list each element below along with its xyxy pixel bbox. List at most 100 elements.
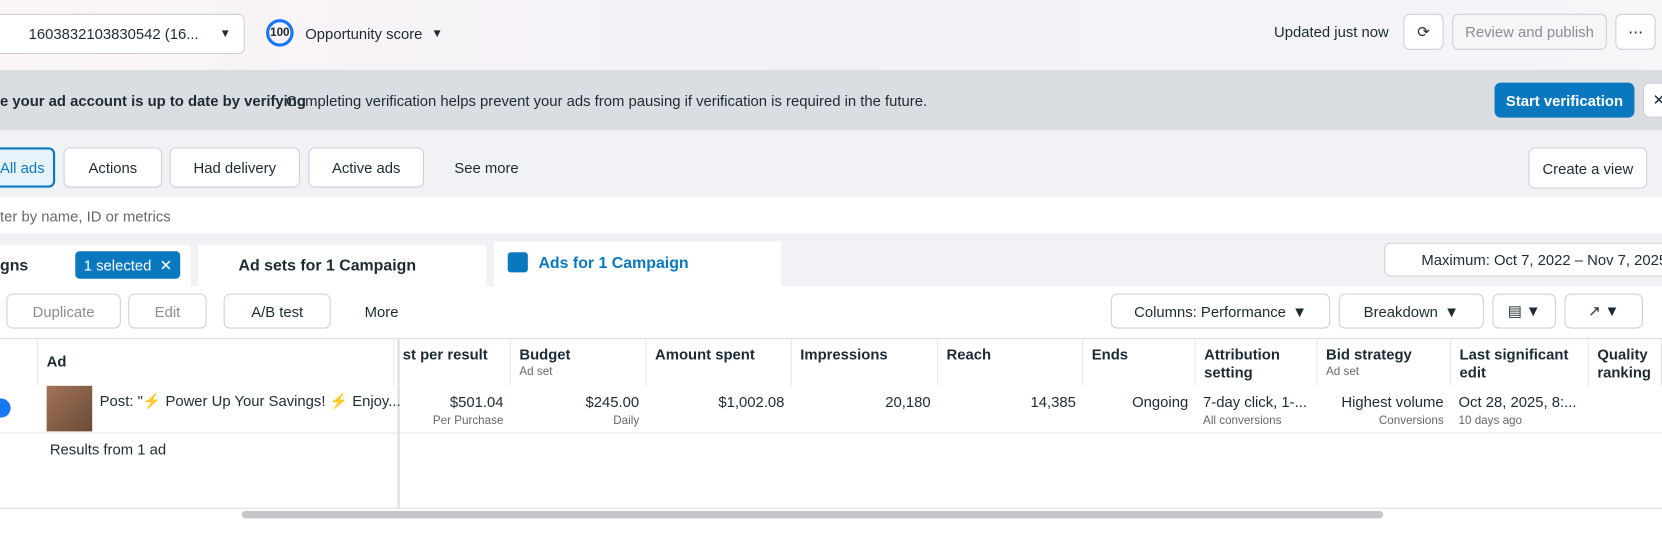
column-header[interactable]: Last significant edit — [1451, 339, 1589, 386]
action[interactable]: A/B test — [223, 293, 331, 329]
toggle[interactable] — [0, 398, 11, 418]
column-header[interactable]: n — [0, 339, 39, 386]
cell: $245.00 Daily — [511, 392, 647, 430]
columns-label: Columns: Performance — [1134, 302, 1286, 320]
columns[interactable]: Columns: Performance ▼ — [1110, 293, 1331, 329]
cell-value: Ongoing — [1132, 393, 1189, 411]
column-label: n — [0, 346, 29, 364]
freeze-line — [397, 339, 400, 509]
cell-value: 7-day click, 1-... — [1203, 393, 1307, 411]
date-range[interactable]: Maximum: Oct 7, 2022 – Nov 7, 2025 — [1384, 242, 1662, 277]
column-header[interactable]: Bid strategy Ad set — [1318, 339, 1452, 386]
cell-value: 20,180 — [885, 393, 931, 411]
action[interactable]: Edit — [128, 293, 207, 329]
scrollbar[interactable] — [241, 510, 1384, 519]
column-label: Ad — [46, 352, 67, 370]
column-label: Bid strategy — [1325, 345, 1412, 363]
cell-value: $245.00 — [585, 393, 640, 411]
column-header[interactable]: Ad — [38, 339, 395, 386]
divider — [0, 338, 1662, 340]
tab-label: gns — [0, 256, 29, 275]
cell-sublabel: 10 days ago — [1458, 414, 1523, 428]
cell: Highest volume Conversions — [1318, 392, 1452, 430]
tab-adsets[interactable] — [198, 244, 487, 287]
filter[interactable]: Active ads — [308, 147, 424, 188]
banner-text: Completing verification helps prevent yo… — [286, 92, 928, 110]
action[interactable]: More — [341, 293, 422, 329]
cell-value: Highest volume — [1341, 393, 1444, 411]
cell-value: Oct 28, 2025, 8:... — [1458, 393, 1577, 411]
cell: $501.04 Per Purchase — [394, 392, 511, 430]
share[interactable]: ↗ ▼ — [1564, 293, 1643, 329]
column-sublabel: Ad set — [1325, 365, 1360, 379]
cell: Ongoing — [1083, 392, 1195, 411]
filter[interactable]: Had delivery — [169, 147, 300, 188]
cell-sublabel: Per Purchase — [432, 414, 504, 428]
more[interactable]: ⋯ — [1615, 13, 1656, 50]
score-label[interactable]: Opportunity score — [305, 25, 423, 43]
caret: ▼ — [431, 27, 443, 41]
cell-sublabel: All conversions — [1203, 414, 1282, 428]
close[interactable]: ✕ — [1642, 82, 1662, 118]
footer: Results from 1 ad — [49, 440, 167, 458]
cell: 14,385 — [938, 392, 1083, 411]
breakdown[interactable]: Breakdown ▼ — [1338, 293, 1484, 329]
column-header[interactable]: st per result — [394, 339, 511, 386]
tab-icon — [507, 252, 528, 273]
column-label: Reach — [946, 345, 992, 363]
action[interactable]: Duplicate — [6, 293, 121, 329]
thumbnail — [46, 385, 93, 432]
verify-button[interactable]: Start verification — [1494, 82, 1635, 118]
column-label: Last significant edit — [1459, 345, 1569, 381]
ad-name[interactable]: Post: "⚡ Power Up Your Savings! ⚡ Enjoy.… — [99, 392, 401, 410]
column-label: Amount spent — [655, 345, 755, 363]
cell: $1,002.08 — [647, 392, 792, 411]
column-header[interactable]: Amount spent — [647, 339, 792, 386]
cell: 20,180 — [792, 392, 938, 411]
cell-sublabel: Daily — [613, 414, 640, 428]
banner-title: e your ad account is up to date by verif… — [0, 92, 306, 110]
column-header[interactable]: Impressions — [792, 339, 939, 386]
cell: Oct 28, 2025, 8:... 10 days ago — [1451, 392, 1589, 430]
search[interactable]: ter by name, ID or metrics — [0, 207, 171, 225]
publish[interactable]: Review and publish — [1452, 13, 1607, 50]
cell-value: 14,385 — [1030, 393, 1076, 411]
divider — [0, 507, 1662, 509]
tab-label: Ads for 1 Campaign — [538, 254, 689, 273]
score: 100 — [266, 19, 294, 47]
column-label: Impressions — [800, 345, 888, 363]
column-sublabel: Ad set — [519, 365, 553, 379]
divider — [0, 432, 1662, 434]
account-select[interactable]: 1603832103830542 (16... ▼ — [0, 13, 245, 55]
tab-label: Ad sets for 1 Campaign — [238, 256, 417, 275]
filter[interactable]: Actions — [63, 147, 163, 188]
tab-ads[interactable] — [493, 241, 782, 287]
status: Updated just now — [1274, 23, 1389, 41]
breakdown-label: Breakdown — [1363, 302, 1438, 320]
cell-sublabel: Conversions — [1378, 414, 1444, 428]
selected-chip[interactable]: 1 selected ✕ — [75, 251, 181, 279]
cell-value: $1,002.08 — [718, 393, 785, 411]
export[interactable]: ▤ ▼ — [1492, 293, 1557, 329]
create-view[interactable]: Create a view — [1528, 147, 1648, 189]
column-header[interactable]: Ends — [1083, 339, 1196, 386]
account-label: 1603832103830542 (16... — [28, 25, 199, 43]
column-header[interactable]: Attribution setting — [1196, 339, 1318, 386]
column-header[interactable]: Quality ranking — [1589, 339, 1662, 386]
selected-label: 1 selected — [83, 256, 152, 274]
refresh[interactable]: ⟳ — [1403, 13, 1444, 50]
filter[interactable]: See more — [454, 158, 519, 176]
column-label: Ends — [1091, 345, 1129, 363]
banner — [0, 69, 1662, 131]
cell-value: $501.04 — [449, 393, 504, 411]
column-label: Attribution setting — [1204, 345, 1280, 381]
column-header[interactable]: Reach — [938, 339, 1084, 386]
column-header[interactable]: Budget Ad set — [511, 339, 647, 386]
column-label: Budget — [519, 345, 571, 363]
filter[interactable]: All ads — [0, 147, 56, 188]
cell: 7-day click, 1-... All conversions — [1196, 392, 1318, 430]
column-label: st per result — [402, 345, 488, 363]
column-label: Quality ranking — [1597, 345, 1651, 381]
